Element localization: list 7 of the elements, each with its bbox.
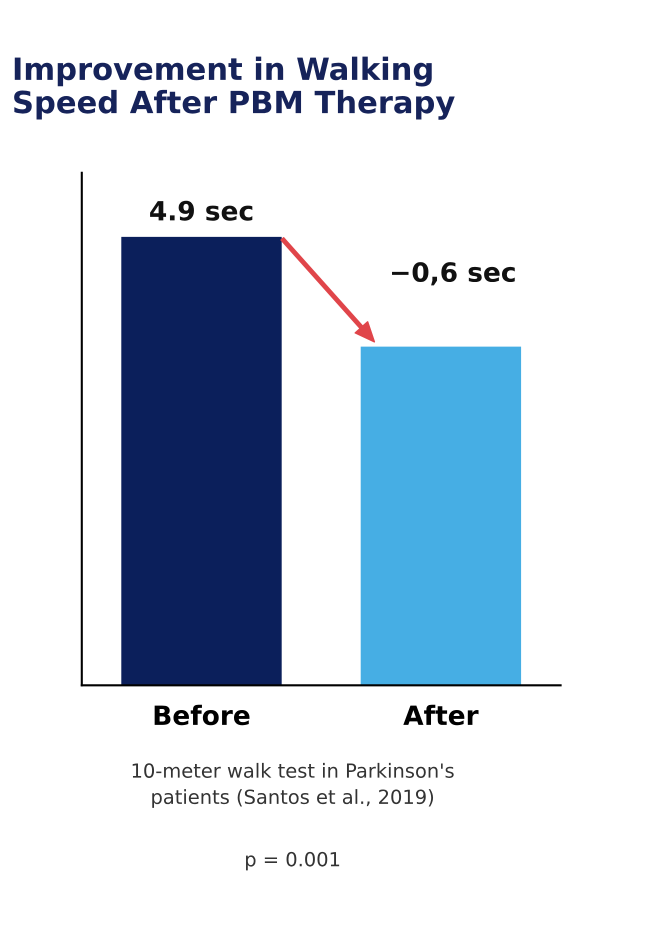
data-label: 4.9 sec <box>150 200 252 221</box>
x-tick-label: After <box>403 704 479 726</box>
text: 10-meter walk test in Parkinson's patients (Santos et al., 2019) <box>132 762 454 808</box>
annotation: −0,6 sec <box>392 262 515 286</box>
x-tick-label: Before <box>154 704 250 726</box>
text: p = 0.001 <box>246 852 340 870</box>
chart-title: Improvement in Walking Speed After PBM Therapy <box>14 56 455 120</box>
